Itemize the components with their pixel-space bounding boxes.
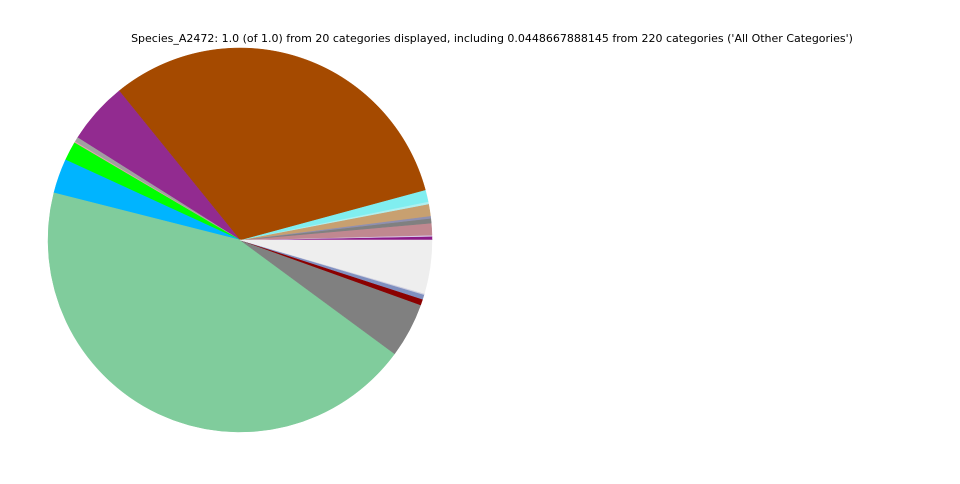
pie-slice <box>118 47 426 241</box>
pie-slice <box>239 239 433 294</box>
chart-title: Species_A2472: 1.0 (of 1.0) from 20 cate… <box>131 32 853 45</box>
pie-slice <box>47 192 395 433</box>
